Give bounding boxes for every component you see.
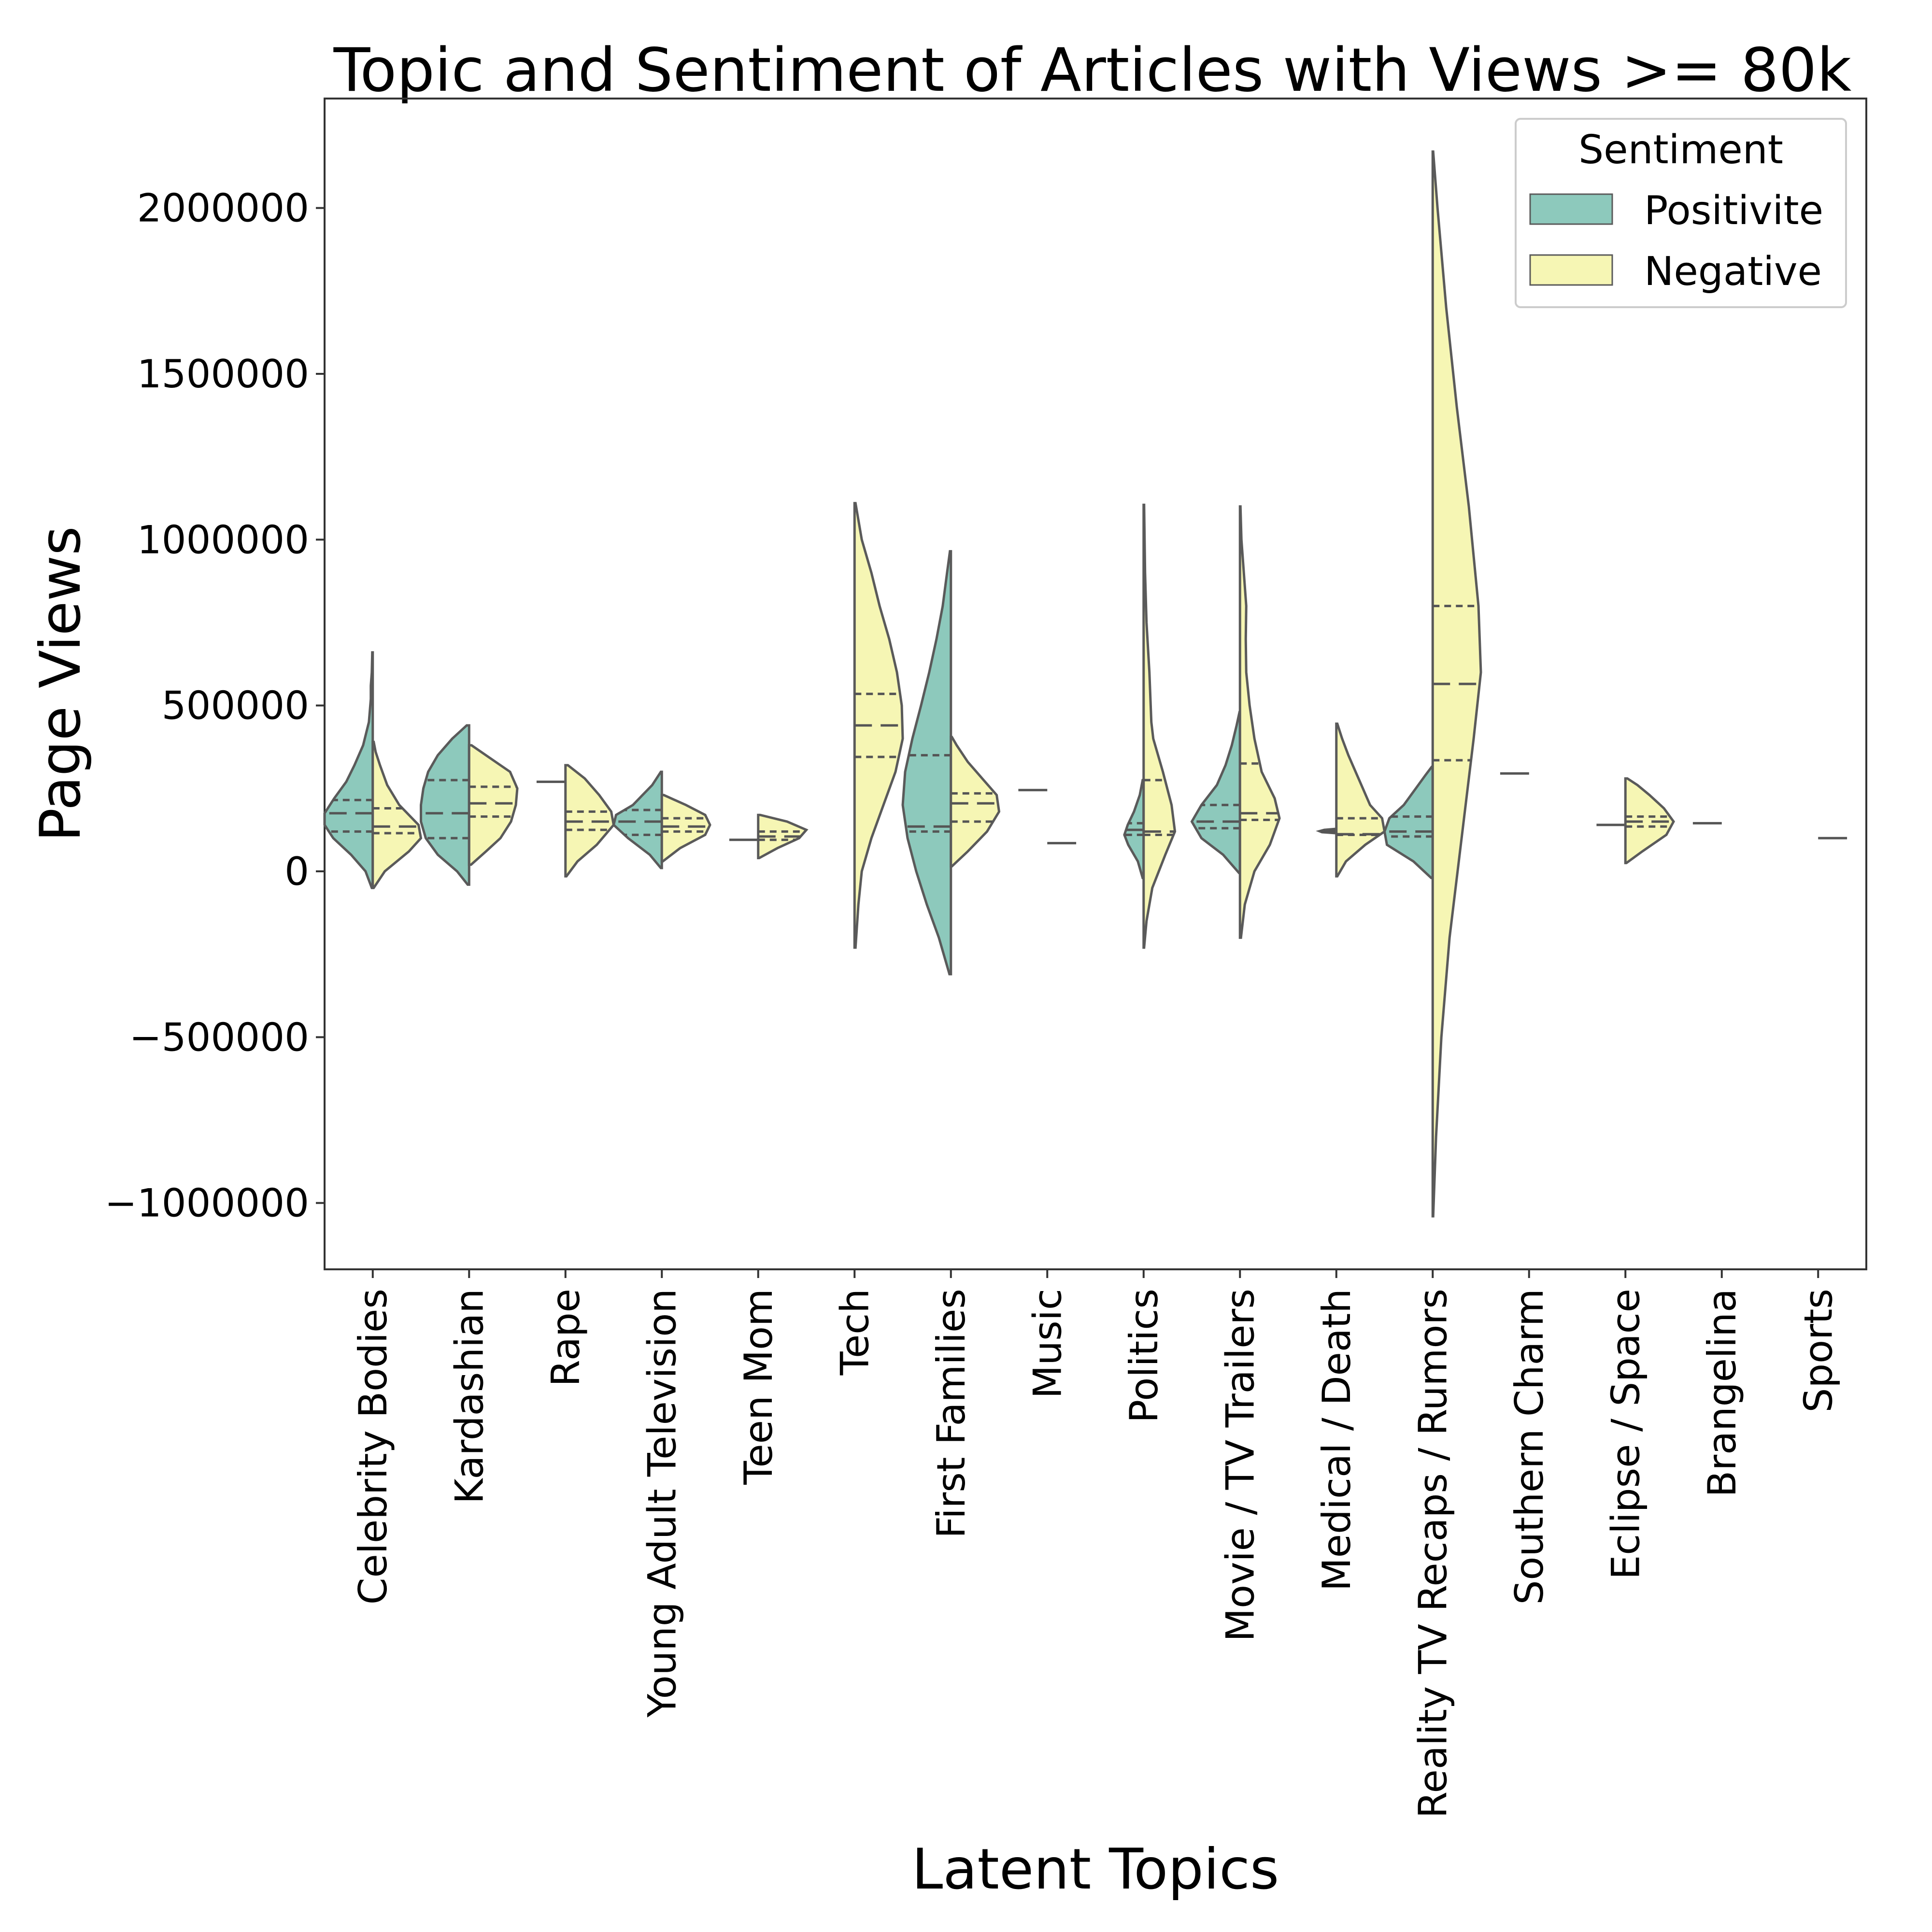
violin-positivite [323, 651, 374, 889]
y-tick-label: 0 [284, 849, 309, 894]
x-tick-label: Rape [543, 1289, 588, 1387]
x-tick-label: Sports [1796, 1289, 1841, 1412]
legend: Sentiment Positivite Negative [1515, 118, 1847, 308]
violin-negative [757, 813, 809, 860]
x-tick-label: Brangelina [1700, 1289, 1745, 1497]
violin-negative [468, 744, 519, 866]
violin-negative [564, 764, 615, 878]
y-tick-label: 1000000 [137, 517, 309, 562]
violin-positivite [1383, 766, 1434, 880]
x-tick-label: Music [1025, 1289, 1070, 1399]
x-tick-label: Politics [1122, 1289, 1166, 1423]
violin-negative [853, 502, 904, 949]
x-axis-title: Latent Topics [912, 1837, 1279, 1902]
legend-label-negative: Negative [1644, 249, 1822, 295]
x-tick-label: Southern Charm [1507, 1289, 1552, 1605]
violin-negative [660, 794, 711, 863]
violin-negative [1335, 722, 1386, 878]
x-tick-label: Eclipse / Space [1603, 1289, 1648, 1579]
violin-negative [1431, 150, 1482, 1218]
y-axis-title: Page Views [28, 526, 93, 841]
violins [323, 150, 1847, 1218]
x-tick-label: Young Adult Television [639, 1289, 684, 1718]
y-tick-label: −500000 [129, 1015, 309, 1060]
legend-swatch-negative [1529, 254, 1613, 286]
y-tick-label: 1500000 [137, 352, 309, 397]
violin-positivite [420, 724, 470, 886]
x-tick-label: Kardashian [447, 1289, 492, 1504]
x-tick-label: Reality TV Recaps / Rumors [1410, 1289, 1455, 1818]
violin-positivite [901, 550, 952, 976]
violin-negative [1142, 503, 1177, 949]
legend-label-positive: Positivite [1644, 188, 1823, 234]
violin-negative [1238, 505, 1281, 939]
x-tick-label: Movie / TV Trailers [1218, 1289, 1263, 1642]
x-axis: Celebrity Bodies Kardashian Rape Young Adul… [351, 1269, 1841, 1818]
x-tick-label: Tech [832, 1289, 877, 1376]
x-tick-label: Teen Mom [736, 1289, 781, 1485]
violin-positivite [1190, 710, 1241, 874]
x-tick-label: First Families [929, 1289, 974, 1538]
violin-negative [950, 736, 1001, 868]
violin-positivite [612, 770, 663, 869]
violin-negative [1624, 777, 1675, 865]
chart-title: Topic and Sentiment of Articles with Vie… [333, 36, 1852, 105]
plot-area [324, 98, 1867, 1270]
x-tick-label: Medical / Death [1314, 1289, 1359, 1591]
violin-negative [371, 740, 423, 889]
y-tick-label: 2000000 [137, 186, 309, 231]
legend-swatch-positive [1529, 193, 1613, 225]
y-axis: −1000000 −500000 0 500000 1000000 1500000 2000… [105, 186, 325, 1226]
legend-title: Sentiment [1578, 127, 1783, 173]
y-tick-label: 500000 [162, 683, 309, 728]
x-tick-label: Celebrity Bodies [351, 1289, 396, 1605]
y-tick-label: −1000000 [105, 1181, 309, 1226]
